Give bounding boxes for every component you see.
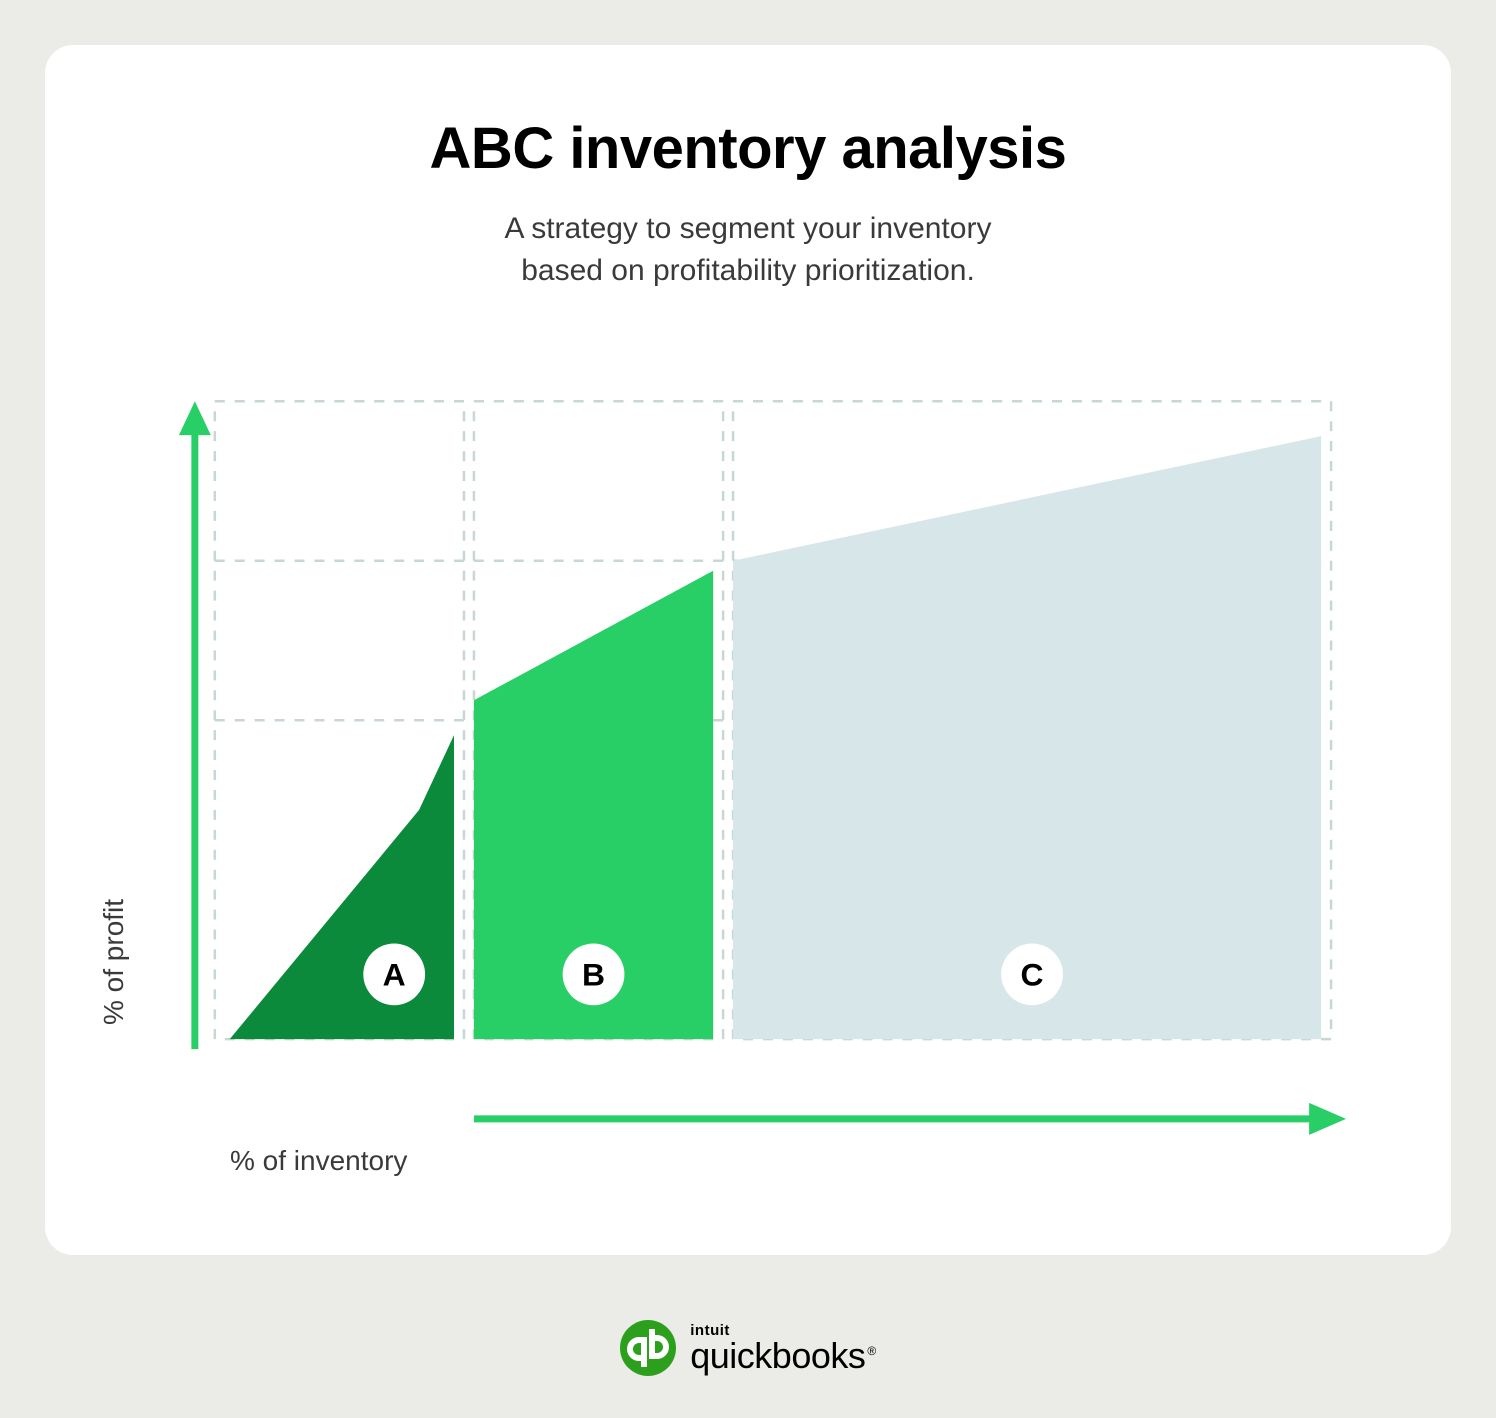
quickbooks-wordmark: intuit quickbooks® — [690, 1323, 875, 1374]
page-background: ABC inventory analysis A strategy to seg… — [0, 0, 1496, 1418]
logo-product-name: quickbooks — [690, 1335, 865, 1376]
segment-shape-a — [230, 735, 454, 1039]
svg-text:A: A — [383, 956, 406, 992]
logo-quickbooks-text: quickbooks® — [690, 1338, 875, 1374]
svg-text:C: C — [1021, 956, 1044, 992]
subtitle-line-2: based on profitability prioritization. — [521, 254, 975, 287]
y-axis-label: % of profit — [98, 899, 130, 1025]
segment-badge-b: B — [563, 943, 625, 1005]
abc-chart-svg: A B C — [155, 375, 1351, 1185]
page-subtitle: A strategy to segment your inventory bas… — [125, 208, 1371, 292]
page-title: ABC inventory analysis — [125, 115, 1371, 182]
quickbooks-logo: intuit quickbooks® — [0, 1320, 1496, 1376]
quickbooks-icon — [620, 1320, 676, 1376]
segment-badge-a: A — [363, 943, 425, 1005]
x-axis-arrow — [474, 1103, 1346, 1135]
content-card: ABC inventory analysis A strategy to seg… — [45, 45, 1451, 1255]
segment-badge-c: C — [1001, 943, 1063, 1005]
svg-text:B: B — [582, 956, 605, 992]
abc-chart: ABC % of profit % of inventory — [155, 375, 1351, 1185]
registered-mark: ® — [867, 1344, 875, 1358]
subtitle-line-1: A strategy to segment your inventory — [505, 212, 992, 245]
x-axis-label: % of inventory — [230, 1145, 407, 1177]
y-axis-arrow — [179, 401, 211, 1049]
